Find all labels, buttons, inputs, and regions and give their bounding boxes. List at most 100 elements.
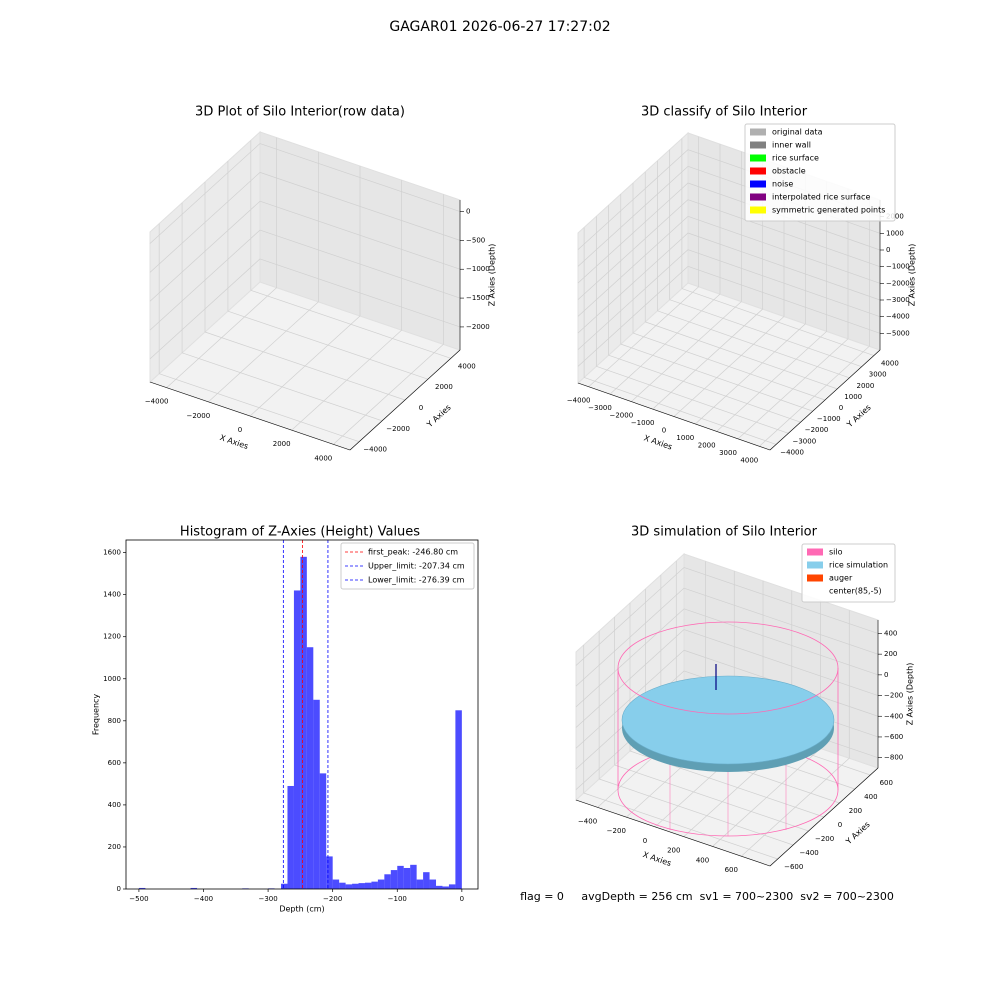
grid-line — [687, 199, 881, 267]
x-tick-label: −200 — [323, 895, 342, 903]
legend-swatch — [750, 193, 766, 201]
z-tick-label: 0 — [466, 208, 470, 216]
histogram-bar — [313, 699, 320, 889]
y-tick-label: 1400 — [103, 591, 121, 599]
grid-line — [577, 216, 689, 317]
grid-line — [577, 199, 689, 300]
histogram-bar — [384, 874, 391, 889]
x-tick-label: −2000 — [609, 412, 633, 420]
legend-swatch — [750, 128, 766, 136]
grid-line — [683, 608, 879, 676]
histogram-bar — [429, 879, 437, 889]
x-tick-label: 4000 — [314, 454, 332, 462]
histogram-bar — [364, 882, 372, 889]
grid-line — [149, 143, 261, 244]
x-tick-label: −400 — [578, 817, 597, 825]
legend-swatch — [750, 154, 766, 162]
y-tick-label: 400 — [864, 793, 877, 801]
legend-swatch — [807, 574, 823, 582]
x-tick-label: −500 — [129, 895, 148, 903]
axis-line — [149, 381, 351, 451]
legend-label: first_peak: -246.80 cm — [368, 548, 458, 557]
grid-line — [577, 249, 689, 350]
grid-line — [149, 200, 261, 302]
z-tick-label: −200 — [884, 692, 903, 700]
grid-line — [583, 792, 778, 860]
z-tick-label: −1500 — [466, 294, 490, 302]
z-tick-label: 0 — [884, 671, 888, 679]
grid-line — [181, 352, 383, 422]
grid-line — [614, 764, 809, 832]
histogram-bar — [281, 883, 288, 889]
x-tick-label: 0 — [238, 426, 242, 434]
legend-label: inner wall — [772, 141, 811, 150]
plot-title: Histogram of Z-Axies (Height) Values — [180, 525, 420, 540]
legend-label: silo — [829, 548, 843, 557]
y-axis-label: Frequency — [92, 694, 101, 736]
grid-line — [259, 258, 461, 328]
histogram-bar — [377, 879, 385, 889]
x-tick-label: 200 — [667, 847, 680, 855]
histogram-bar — [339, 882, 346, 889]
plot-title: 3D simulation of Silo Interior — [631, 525, 818, 540]
histogram-bar — [138, 887, 146, 889]
grid-line — [687, 232, 881, 301]
z-tick-label: 1000 — [886, 229, 904, 237]
grid-line — [683, 567, 879, 634]
x-tick-label: −3000 — [588, 404, 612, 412]
x-tick-label: 0 — [662, 427, 666, 435]
histogram-bar — [190, 887, 198, 889]
x-tick-label: −4000 — [567, 397, 591, 405]
legend-label: rice simulation — [829, 561, 888, 570]
z-tick-label: −2000 — [886, 279, 910, 287]
y-tick-label: −2000 — [386, 425, 410, 433]
x-tick-label: −4000 — [145, 398, 169, 406]
histogram-bar — [403, 867, 411, 889]
y-tick-label: 3000 — [869, 371, 887, 379]
y-tick-label: 4000 — [881, 360, 899, 368]
y-tick-label: 600 — [880, 779, 893, 787]
y-tick-label: 1200 — [103, 633, 121, 641]
y-tick-label: 1000 — [844, 393, 862, 401]
grid-line — [583, 377, 777, 445]
histogram-bar — [326, 856, 333, 889]
x-tick-label: −100 — [388, 895, 407, 903]
x-tick-label: −1000 — [631, 419, 655, 427]
histogram-bar — [442, 886, 449, 889]
z-tick-label: −600 — [884, 733, 903, 741]
legend-label: center(85,-5) — [829, 587, 882, 596]
grid-line — [204, 331, 406, 401]
y-tick-label: −2000 — [805, 426, 829, 434]
grid-line — [159, 373, 360, 442]
grid-line — [575, 567, 685, 666]
legend-box — [340, 542, 475, 590]
x-tick-label: 0 — [460, 895, 464, 903]
z-tick-label: −3000 — [886, 296, 910, 304]
y-tick-label: 2000 — [857, 382, 875, 390]
histogram-bar — [423, 872, 430, 889]
legend-box — [744, 123, 896, 222]
y-tick-label: 0 — [838, 821, 842, 829]
histogram-bar — [345, 884, 353, 889]
y-tick-label: −1000 — [817, 415, 841, 423]
histogram-bar — [448, 884, 456, 889]
grid-line — [149, 258, 261, 360]
histogram-bar — [306, 647, 314, 889]
grid-line — [577, 149, 689, 250]
legend-label: noise — [772, 180, 793, 189]
z-axis-label: Z Axies (Depth) — [488, 244, 497, 307]
z-tick-label: −2000 — [466, 323, 490, 331]
histogram-bar — [287, 785, 294, 889]
z-tick-label: 0 — [886, 246, 890, 254]
x-tick-label: 600 — [725, 866, 738, 874]
grid-line — [657, 310, 850, 379]
grid-line — [577, 232, 689, 334]
y-tick-label: −4000 — [780, 448, 804, 456]
z-tick-label: −400 — [884, 712, 903, 720]
x-axis-label: Depth (cm) — [279, 905, 324, 914]
axis-line — [349, 349, 461, 451]
legend-label: obstacle — [772, 167, 806, 176]
z-tick-label: −4000 — [886, 313, 910, 321]
grid-line — [149, 229, 261, 331]
